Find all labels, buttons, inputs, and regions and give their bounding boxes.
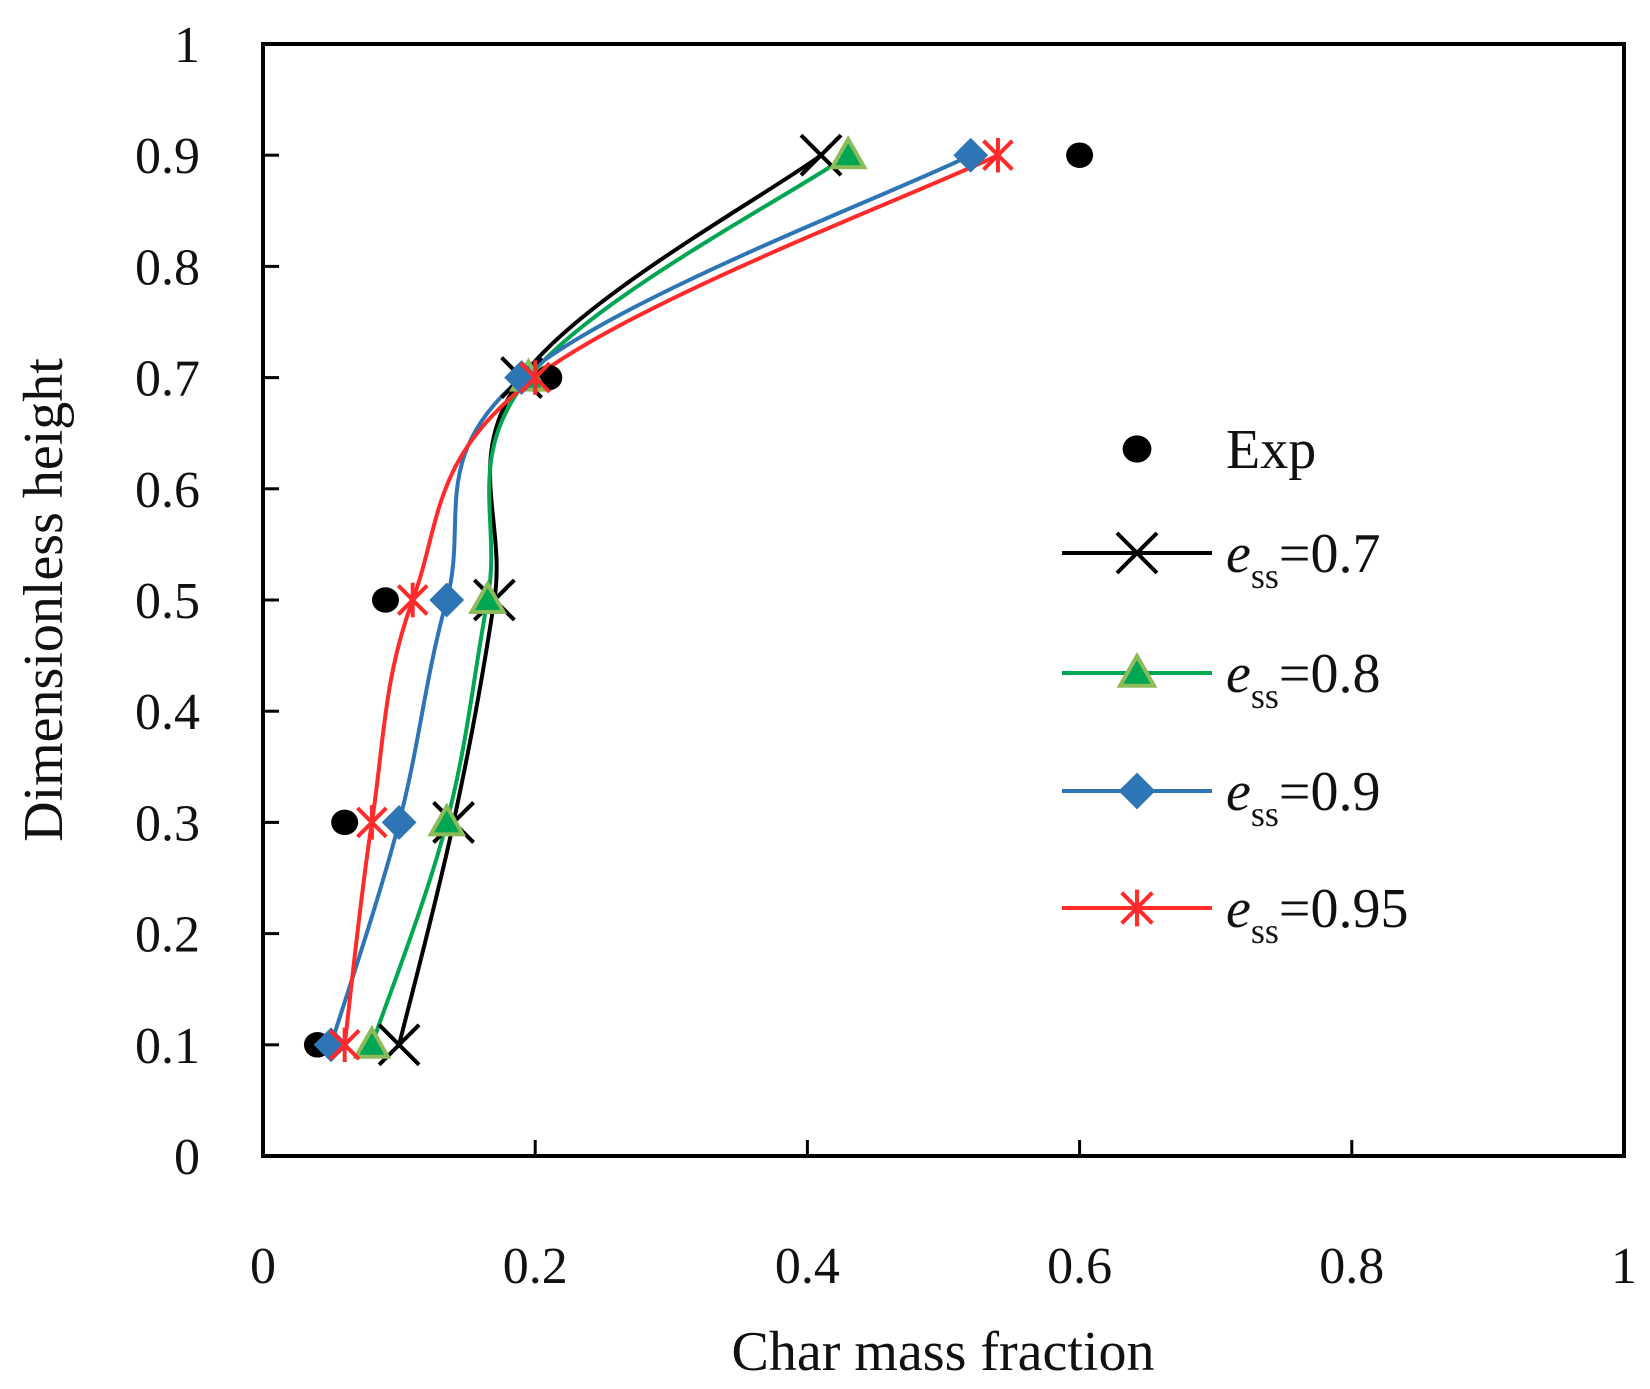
diamond-marker <box>381 804 417 840</box>
y-tick-label: 0.5 <box>135 573 200 630</box>
x-tick-label: 0.6 <box>1047 1238 1112 1295</box>
legend-item: ess=0.7 <box>1062 523 1380 596</box>
x-tick-label: 0.2 <box>503 1238 568 1295</box>
y-tick-label: 0.6 <box>135 462 200 519</box>
x-tick-label: 0.4 <box>775 1238 840 1295</box>
asterisk-marker <box>356 805 388 840</box>
asterisk-marker <box>982 137 1014 173</box>
legend-item: Exp <box>1122 419 1316 481</box>
y-tick-label: 0.3 <box>135 795 200 852</box>
legend-item: ess=0.95 <box>1062 878 1408 951</box>
series-line-3 <box>329 153 972 1046</box>
x-tick-label: 1 <box>1611 1238 1637 1295</box>
y-tick-label: 0.2 <box>135 907 200 964</box>
asterisk-marker <box>1120 889 1154 927</box>
triangle-marker <box>352 1024 392 1059</box>
x-tick-label: 0 <box>250 1238 276 1295</box>
triangle-marker <box>427 802 467 837</box>
y-tick-label: 1 <box>174 17 200 74</box>
y-tick-label: 0.7 <box>135 351 200 408</box>
diamond-marker <box>953 137 989 173</box>
y-tick-label: 0.4 <box>135 684 200 741</box>
triangle-marker <box>1116 651 1158 688</box>
y-tick-label: 0 <box>174 1129 200 1186</box>
x-axis-title: Char mass fraction <box>732 1321 1155 1383</box>
legend-label: ess=0.95 <box>1226 878 1408 951</box>
exp-marker <box>1122 435 1152 463</box>
y-tick-label: 0.1 <box>135 1018 200 1075</box>
legend-label: ess=0.8 <box>1226 643 1380 716</box>
y-axis-title: Dimensionless height <box>13 358 75 842</box>
x-tick-label: 0.8 <box>1319 1238 1384 1295</box>
exp-marker <box>331 809 359 836</box>
series-line-2 <box>369 153 850 1046</box>
legend-item: ess=0.8 <box>1062 643 1380 716</box>
legend-label: Exp <box>1226 419 1316 481</box>
plot-area <box>261 42 1626 1158</box>
legend-label: ess=0.9 <box>1226 761 1380 834</box>
series-line-1 <box>397 153 823 1046</box>
legend-item: ess=0.9 <box>1062 761 1380 834</box>
legend-label: ess=0.7 <box>1226 523 1380 596</box>
legend: Exp ess=0.7 ess=0.8 ess=0.9 ess=0.95 <box>1062 419 1408 951</box>
triangle-marker <box>828 135 868 170</box>
exp-marker <box>371 587 399 613</box>
x-axis-ticks: 0 0.2 0.4 0.6 0.8 1 <box>250 1140 1637 1295</box>
exp-marker <box>1066 142 1094 168</box>
series-lines <box>329 153 999 1046</box>
asterisk-marker <box>519 360 552 395</box>
asterisk-marker <box>328 1027 361 1063</box>
diamond-marker <box>429 582 465 618</box>
asterisk-marker <box>396 582 429 618</box>
series-markers <box>303 133 1094 1067</box>
x-marker <box>1115 531 1159 575</box>
series-line-4 <box>342 153 999 1046</box>
diamond-marker <box>1118 772 1156 810</box>
y-axis-ticks: 0 0.1 0.2 0.3 0.4 0.5 0.6 0.7 0.8 0.9 1 <box>135 17 279 1186</box>
y-tick-label: 0.9 <box>135 128 200 185</box>
triangle-marker <box>468 579 508 614</box>
y-tick-label: 0.8 <box>135 239 200 296</box>
